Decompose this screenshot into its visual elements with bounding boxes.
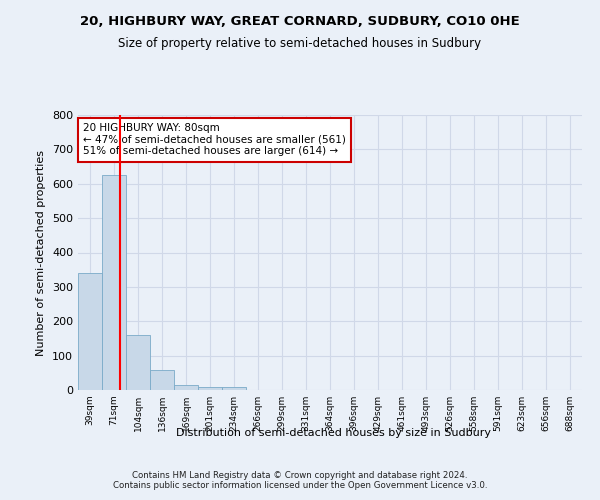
Bar xyxy=(102,175,126,390)
Y-axis label: Number of semi-detached properties: Number of semi-detached properties xyxy=(37,150,46,356)
Bar xyxy=(150,370,174,390)
Text: Contains HM Land Registry data © Crown copyright and database right 2024.
Contai: Contains HM Land Registry data © Crown c… xyxy=(113,470,487,490)
Text: Size of property relative to semi-detached houses in Sudbury: Size of property relative to semi-detach… xyxy=(118,38,482,51)
Bar xyxy=(126,335,150,390)
Text: 20, HIGHBURY WAY, GREAT CORNARD, SUDBURY, CO10 0HE: 20, HIGHBURY WAY, GREAT CORNARD, SUDBURY… xyxy=(80,15,520,28)
Bar xyxy=(222,387,246,390)
Text: Distribution of semi-detached houses by size in Sudbury: Distribution of semi-detached houses by … xyxy=(176,428,491,438)
Bar xyxy=(198,386,222,390)
Bar xyxy=(78,273,102,390)
Text: 20 HIGHBURY WAY: 80sqm
← 47% of semi-detached houses are smaller (561)
51% of se: 20 HIGHBURY WAY: 80sqm ← 47% of semi-det… xyxy=(83,123,346,156)
Bar xyxy=(174,385,198,390)
